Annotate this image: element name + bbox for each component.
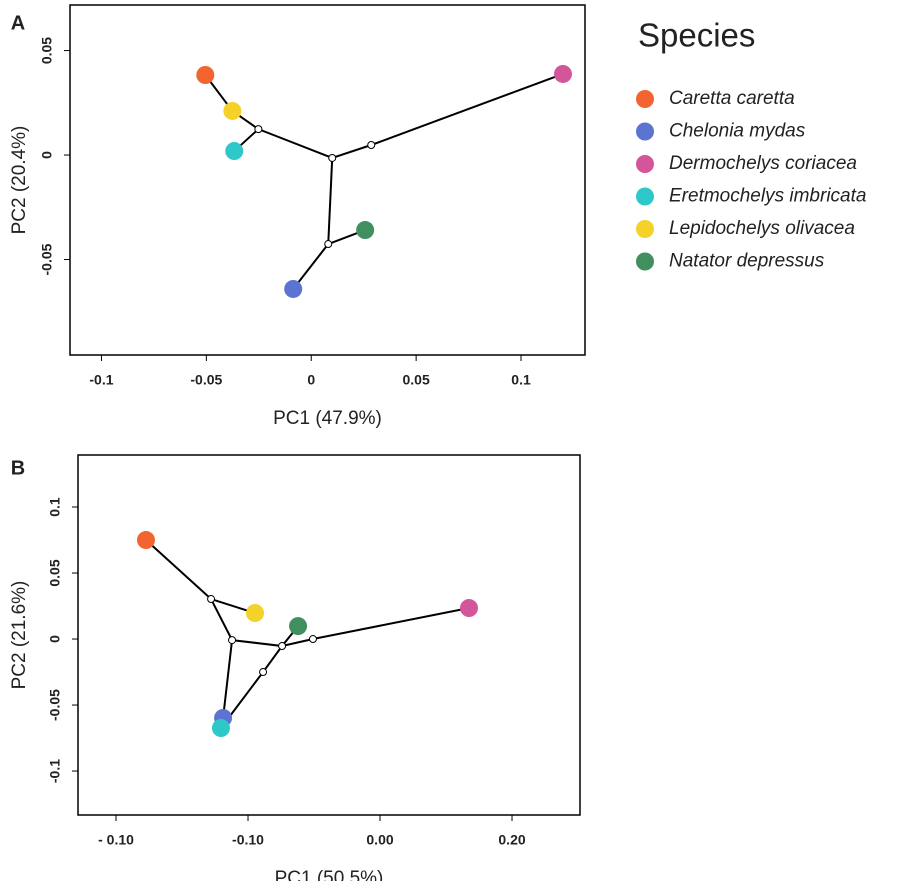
x-tick-label: 0.00 <box>366 832 393 848</box>
plot-frame <box>69 4 586 356</box>
legend-swatch <box>636 187 654 206</box>
species-point <box>225 142 244 161</box>
y-axis-label: PC2 (20.4%) <box>9 126 30 235</box>
internal-node <box>367 141 376 149</box>
x-tick-label: -0.1 <box>89 372 113 388</box>
y-tick-label: 0.05 <box>47 559 63 586</box>
species-point <box>246 604 265 623</box>
legend-title: Species <box>638 17 755 54</box>
legend-swatch <box>636 220 654 238</box>
species-point <box>553 64 572 83</box>
internal-node <box>324 240 333 249</box>
x-tick-label: -0.05 <box>190 372 222 388</box>
internal-node <box>328 153 337 162</box>
species-point <box>223 101 242 120</box>
legend-label: Chelonia mydas <box>669 121 806 142</box>
tree-branch <box>233 73 564 160</box>
x-tick-label: 0.1 <box>511 372 531 388</box>
x-tick-label: 0.20 <box>498 832 525 848</box>
panel-label: A <box>11 12 25 34</box>
internal-node <box>207 595 216 604</box>
x-tick-label: - 0.10 <box>98 832 134 848</box>
y-axis-label: PC2 (21.6%) <box>9 581 30 690</box>
y-tick-label: -0.05 <box>47 689 63 721</box>
legend-swatch <box>636 252 654 271</box>
y-tick-label: 0.1 <box>47 497 63 517</box>
internal-node <box>259 668 268 677</box>
y-tick-label: 0.05 <box>39 37 55 64</box>
x-tick-label: 0 <box>307 372 315 388</box>
y-tick-label: -0.05 <box>39 243 55 275</box>
internal-node <box>254 125 263 134</box>
legend-label: Natator depressus <box>669 251 825 272</box>
tree-branch <box>145 539 256 614</box>
tree-branch <box>231 625 299 648</box>
legend-swatch <box>636 90 654 108</box>
species-point <box>356 221 375 240</box>
legend-label: Eretmochelys imbricata <box>669 186 866 207</box>
species-point <box>211 719 230 738</box>
species-point <box>459 599 478 618</box>
tree-branch <box>292 157 334 290</box>
species-point <box>284 279 303 298</box>
x-tick-label: 0.05 <box>403 372 430 388</box>
x-axis-label: PC1 (47.9%) <box>273 408 382 429</box>
legend-label: Caretta caretta <box>669 88 795 109</box>
internal-node <box>228 636 237 645</box>
species-point <box>289 617 308 636</box>
legend-label: Dermochelys coriacea <box>669 153 857 174</box>
x-tick-label: -0.10 <box>232 832 264 848</box>
legend-swatch <box>636 122 654 141</box>
x-axis-label: PC1 (50.5%) <box>275 868 384 881</box>
species-point <box>136 531 155 550</box>
internal-node <box>278 642 287 651</box>
tree-branch <box>210 598 234 719</box>
y-tick-label: 0 <box>47 635 63 643</box>
legend-swatch <box>636 155 654 173</box>
plot-frame <box>77 454 581 816</box>
y-tick-label: 0 <box>39 151 55 159</box>
legend-label: Lepidochelys olivacea <box>669 218 855 239</box>
y-tick-label: -0.1 <box>47 759 63 783</box>
panel-label: B <box>11 457 25 479</box>
species-point <box>196 66 215 84</box>
internal-node <box>308 635 317 644</box>
